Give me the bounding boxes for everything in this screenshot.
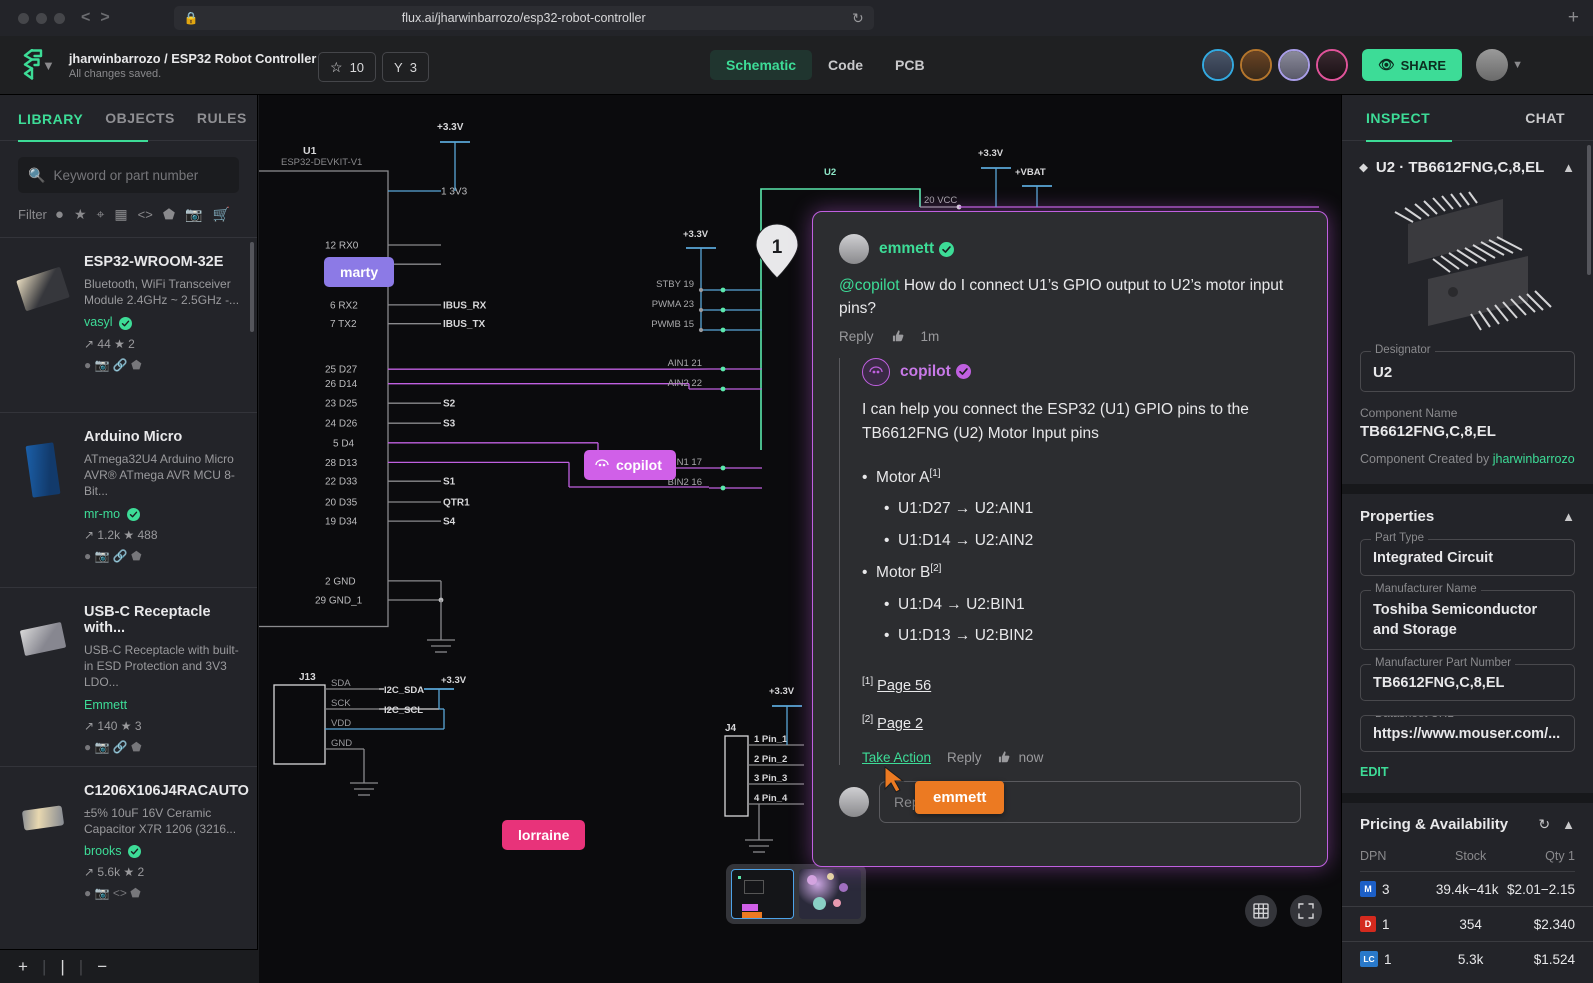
svg-text:+VBAT: +VBAT [1015, 167, 1046, 178]
svg-text:24 D26: 24 D26 [325, 419, 358, 430]
svg-text:29 GND_1: 29 GND_1 [315, 596, 363, 607]
svg-text:20 D35: 20 D35 [325, 498, 358, 509]
svg-text:3 Pin_3: 3 Pin_3 [754, 773, 787, 784]
svg-text:20 VCC: 20 VCC [924, 195, 957, 206]
svg-text:+3.3V: +3.3V [683, 229, 709, 240]
svg-text:STBY 19: STBY 19 [656, 279, 694, 290]
svg-text:VDD: VDD [331, 718, 351, 729]
svg-text:S2: S2 [443, 399, 456, 410]
svg-text:QTR1: QTR1 [443, 498, 470, 509]
svg-text:7 TX2: 7 TX2 [330, 319, 357, 330]
svg-text:I2C_SCL: I2C_SCL [384, 705, 423, 716]
svg-text:2 GND: 2 GND [325, 576, 356, 587]
svg-text:J13: J13 [299, 672, 316, 683]
svg-text:4 Pin_4: 4 Pin_4 [754, 793, 788, 804]
svg-text:U2: U2 [824, 167, 836, 178]
svg-text:28 D13: 28 D13 [325, 458, 358, 469]
svg-text:2 Pin_2: 2 Pin_2 [754, 754, 787, 765]
svg-text:AIN1 21: AIN1 21 [668, 358, 702, 369]
svg-text:+3.3V: +3.3V [978, 148, 1004, 159]
svg-text:S4: S4 [443, 517, 456, 528]
svg-text:GND: GND [331, 738, 352, 749]
svg-text:22 D33: 22 D33 [325, 477, 358, 488]
svg-text:1 Pin_1: 1 Pin_1 [754, 734, 788, 745]
svg-text:PWMA 23: PWMA 23 [652, 299, 694, 310]
svg-text:23 D25: 23 D25 [325, 399, 358, 410]
svg-text:19 D34: 19 D34 [325, 517, 358, 528]
svg-text:1: 1 [772, 237, 783, 258]
svg-text:25 D27: 25 D27 [325, 365, 358, 376]
svg-text:+3.3V: +3.3V [769, 686, 795, 697]
svg-text:+3.3V: +3.3V [441, 675, 467, 686]
svg-text:PWMB 15: PWMB 15 [651, 319, 694, 330]
svg-text:1 3V3: 1 3V3 [441, 187, 468, 198]
svg-text:S3: S3 [443, 419, 456, 430]
svg-text:SCK: SCK [331, 698, 351, 709]
svg-text:IBUS_RX: IBUS_RX [443, 300, 487, 311]
svg-text:I2C_SDA: I2C_SDA [384, 685, 424, 696]
svg-text:IBUS_TX: IBUS_TX [443, 319, 486, 330]
svg-text:ESP32-DEVKIT-V1: ESP32-DEVKIT-V1 [281, 157, 362, 168]
svg-text:S1: S1 [443, 477, 456, 488]
svg-text:26 D14: 26 D14 [325, 379, 358, 390]
svg-text:6 RX2: 6 RX2 [330, 300, 358, 311]
svg-text:5 D4: 5 D4 [333, 438, 355, 449]
svg-text:AIN2 22: AIN2 22 [668, 378, 702, 389]
svg-text:SDA: SDA [331, 678, 351, 689]
svg-text:12 RX0: 12 RX0 [325, 241, 359, 252]
svg-text:J4: J4 [725, 723, 737, 734]
svg-text:+3.3V: +3.3V [437, 122, 464, 133]
svg-text:U1: U1 [303, 145, 317, 157]
